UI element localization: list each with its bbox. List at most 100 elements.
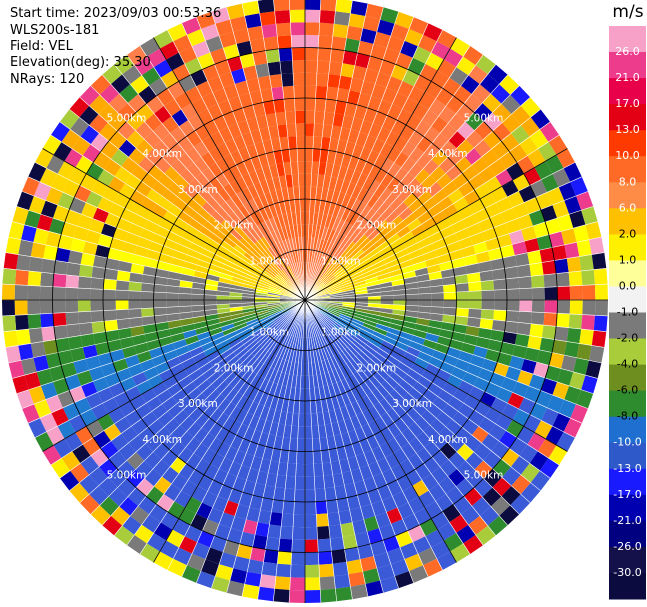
velocity-gate	[8, 360, 25, 379]
velocity-gate	[167, 203, 183, 218]
velocity-gate	[247, 320, 260, 329]
velocity-gate	[197, 530, 215, 548]
velocity-gate	[328, 260, 339, 272]
velocity-gate	[284, 200, 292, 214]
velocity-gate	[206, 371, 221, 385]
velocity-gate	[141, 282, 155, 293]
velocity-gate	[385, 331, 400, 342]
velocity-gate	[535, 192, 553, 210]
velocity-gate	[326, 281, 339, 289]
velocity-gate	[389, 196, 404, 211]
velocity-gate	[519, 288, 533, 300]
azimuth-spoke	[304, 148, 568, 301]
velocity-gate	[2, 268, 17, 285]
velocity-gate	[324, 162, 334, 177]
velocity-gate	[327, 384, 337, 398]
velocity-gate	[221, 268, 235, 277]
velocity-gate	[291, 173, 300, 187]
velocity-gate	[144, 468, 162, 487]
velocity-gate	[453, 196, 469, 212]
velocity-gate	[282, 333, 290, 347]
velocity-gate	[282, 347, 290, 360]
velocity-gate	[85, 191, 103, 208]
velocity-gate	[289, 323, 296, 336]
velocity-gate	[277, 372, 286, 386]
velocity-gate	[263, 100, 276, 115]
velocity-gate	[154, 157, 172, 174]
velocity-gate	[258, 277, 272, 285]
velocity-gate	[305, 501, 317, 515]
velocity-gate	[217, 344, 231, 355]
velocity-gate	[297, 438, 305, 452]
velocity-gate	[432, 396, 448, 412]
velocity-gate	[245, 315, 258, 323]
velocity-gate	[98, 103, 118, 123]
velocity-gate	[242, 480, 256, 496]
velocity-gate	[354, 104, 368, 120]
velocity-gate	[436, 217, 452, 232]
velocity-gate	[255, 307, 269, 314]
velocity-gate	[276, 423, 286, 438]
velocity-gate	[517, 264, 531, 278]
velocity-gate	[354, 337, 367, 348]
velocity-gate	[262, 270, 275, 280]
velocity-gate	[130, 506, 150, 525]
velocity-gate	[374, 416, 388, 432]
velocity-gate	[230, 248, 244, 259]
velocity-gate	[102, 515, 123, 536]
velocity-gate	[195, 356, 210, 369]
velocity-gate	[340, 311, 353, 319]
velocity-gate	[61, 362, 77, 378]
velocity-gate	[287, 265, 295, 278]
velocity-gate	[144, 257, 159, 269]
velocity-gate	[312, 279, 321, 291]
velocity-gate	[253, 182, 265, 197]
velocity-gate	[202, 519, 219, 536]
velocity-gate	[370, 355, 384, 368]
velocity-gate	[303, 325, 305, 338]
velocity-gate	[417, 395, 433, 410]
velocity-gate	[212, 496, 229, 513]
velocity-gate	[305, 438, 313, 452]
velocity-gate	[451, 366, 467, 381]
velocity-gate	[14, 300, 28, 316]
velocity-gate	[345, 327, 358, 338]
velocity-gate	[114, 525, 135, 546]
velocity-gate	[223, 540, 240, 557]
velocity-gate	[173, 547, 192, 566]
velocity-gate	[338, 277, 352, 285]
velocity-gate	[261, 561, 278, 577]
velocity-gate	[273, 384, 283, 398]
velocity-gate	[289, 264, 296, 277]
velocity-gate	[228, 488, 243, 505]
velocity-gate	[408, 130, 424, 147]
velocity-gate	[437, 335, 452, 347]
velocity-gate	[291, 552, 305, 566]
velocity-gate	[556, 148, 575, 169]
velocity-gate	[281, 360, 289, 374]
velocity-gate	[410, 224, 426, 237]
velocity-gate	[520, 97, 541, 118]
velocity-gate	[295, 375, 301, 389]
velocity-gate	[366, 341, 380, 352]
velocity-gate	[245, 277, 258, 285]
velocity-gate	[347, 495, 361, 510]
velocity-gate	[501, 485, 521, 506]
velocity-gate	[187, 340, 202, 352]
velocity-gate	[242, 519, 258, 535]
velocity-gate	[321, 360, 329, 374]
velocity-gate	[315, 399, 323, 413]
velocity-gate	[253, 329, 266, 340]
velocity-gate	[581, 314, 595, 331]
velocity-gate	[319, 149, 329, 163]
velocity-gate	[239, 350, 252, 363]
velocity-gate	[390, 23, 410, 41]
velocity-gate	[364, 224, 377, 238]
velocity-gate	[209, 355, 224, 367]
velocity-gate	[531, 287, 545, 300]
velocity-gate	[291, 47, 305, 61]
velocity-gate	[373, 183, 387, 198]
velocity-gate	[502, 114, 521, 134]
velocity-gate	[292, 60, 305, 74]
velocity-gate	[502, 255, 517, 269]
